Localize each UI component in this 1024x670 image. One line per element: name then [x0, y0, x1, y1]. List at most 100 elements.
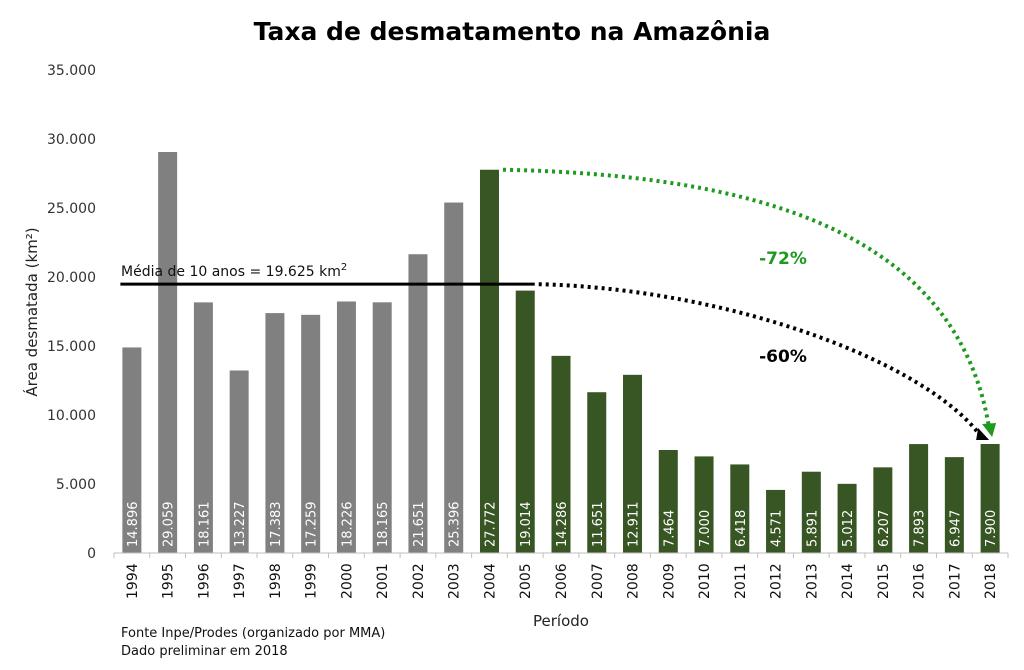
data-label: 18.161	[197, 502, 212, 548]
bar-2012	[766, 489, 786, 553]
x-tick-label: 2002	[411, 563, 427, 599]
y-tick-label: 20.000	[47, 270, 96, 286]
y-ticks: 0 5.000 10.000 15.000 20.000 25.000 30.000 35.0…	[47, 63, 96, 562]
bar-2003	[444, 202, 464, 553]
data-label: 18.165	[376, 502, 391, 548]
chart-title: Taxa de desmatamento na Amazônia	[254, 17, 771, 46]
y-tick-label: 15.000	[47, 339, 96, 355]
bar-2007	[587, 392, 607, 553]
green-arrow-curve	[502, 167, 993, 435]
bar-2016	[909, 444, 929, 553]
black-arrowhead-icon	[976, 427, 990, 440]
data-label: 7.900	[984, 510, 999, 547]
x-tick-label: 2001	[375, 563, 391, 599]
green-arrowhead-icon	[982, 422, 997, 437]
y-tick-label: 0	[87, 546, 96, 562]
data-label: 6.947	[948, 510, 963, 547]
data-label: 6.418	[734, 510, 749, 547]
data-label: 17.383	[269, 502, 284, 548]
x-tick-label: 2018	[983, 563, 999, 599]
annotations: -72% -60%	[502, 167, 997, 440]
x-tick-label: 2006	[554, 563, 570, 599]
x-tick-label: 2017	[947, 563, 963, 599]
bar-2010	[694, 456, 714, 553]
bar-2013	[801, 471, 821, 553]
bar-2009	[658, 449, 678, 553]
x-tick-label: 2003	[447, 563, 463, 599]
x-axis-label: Período	[533, 612, 589, 630]
x-tick-label: 2010	[697, 563, 713, 599]
x-tick-label: 2014	[840, 563, 856, 599]
data-label: 14.896	[126, 502, 141, 548]
x-tick-label: 2005	[518, 563, 534, 599]
y-tick-label: 30.000	[47, 132, 96, 148]
data-label: 14.286	[555, 502, 570, 548]
bar-2002	[408, 254, 428, 554]
bar-2017	[944, 457, 964, 553]
bar-2011	[730, 464, 750, 553]
x-tick-label: 2008	[626, 563, 642, 599]
bar-2008	[623, 374, 643, 553]
x-tick-label: 1995	[161, 563, 177, 599]
data-label: 19.014	[519, 502, 534, 548]
mean-line-label-text: Média de 10 anos = 19.625 km	[121, 264, 341, 280]
bar-2005	[515, 290, 535, 553]
bar-2004	[479, 169, 499, 553]
y-tick-label: 5.000	[56, 477, 96, 493]
data-label: 27.772	[483, 502, 498, 548]
source-note: Fonte Inpe/Prodes (organizado por MMA)	[121, 626, 385, 641]
data-label: 7.000	[698, 510, 713, 547]
data-label: 18.226	[340, 502, 355, 548]
y-axis-label: Área desmatada (km²)	[22, 227, 41, 396]
mean-line-group: Média de 10 anos = 19.625 km2	[120, 262, 535, 286]
x-tick-label: 1999	[304, 563, 320, 599]
bar-2018	[980, 443, 1000, 553]
data-label: 5.012	[841, 510, 856, 547]
data-label: 11.651	[591, 502, 606, 548]
bar-2001	[372, 302, 392, 553]
data-label: 7.464	[662, 510, 677, 547]
x-tick-label: 1994	[125, 563, 141, 599]
data-label: 29.059	[162, 502, 177, 548]
x-tick-label: 2007	[590, 563, 606, 599]
bar-1997	[229, 370, 249, 553]
x-tick-label: 2013	[804, 563, 820, 599]
data-label: 21.651	[412, 502, 427, 548]
preliminary-note: Dado preliminar em 2018	[121, 644, 288, 659]
bar-1995	[158, 151, 178, 554]
x-tick-label: 2012	[769, 563, 785, 599]
bar-2000	[336, 301, 356, 553]
bar-2015	[873, 467, 893, 553]
annotation-72: -72%	[759, 249, 807, 269]
bar-1998	[265, 313, 285, 553]
x-tick-label: 2000	[339, 563, 355, 599]
x-tick-label: 1998	[268, 563, 284, 599]
data-label: 12.911	[627, 502, 642, 548]
mean-line-label: Média de 10 anos = 19.625 km2	[121, 262, 347, 280]
x-tick-label: 2015	[876, 563, 892, 599]
y-tick-label: 10.000	[47, 408, 96, 424]
annotation-60: -60%	[759, 347, 807, 367]
x-tick-label: 2009	[661, 563, 677, 599]
x-tick-label: 2011	[733, 563, 749, 599]
black-arrow-curve	[538, 282, 984, 440]
data-label: 7.893	[913, 510, 928, 547]
x-tick-label: 2004	[482, 563, 498, 599]
bar-1996	[193, 302, 213, 553]
data-label: 6.207	[877, 510, 892, 547]
x-axis: 1994 1995 1996 1997 1998 1999 2000 2001 2002 2003…	[113, 552, 1009, 599]
bar-1999	[301, 314, 321, 553]
data-label: 4.571	[770, 510, 785, 547]
data-label: 25.396	[448, 502, 463, 548]
bar-1994	[122, 347, 142, 553]
x-tick-label: 1996	[196, 563, 212, 599]
data-label: 13.227	[233, 502, 248, 548]
bars: 14.896 29.059 18.161 13.227 17.383 17.259 18.2…	[122, 151, 1000, 554]
x-tick-label: 1997	[232, 563, 248, 599]
bar-2006	[551, 355, 571, 553]
data-label: 5.891	[805, 510, 820, 547]
y-tick-label: 25.000	[47, 201, 96, 217]
data-label: 17.259	[305, 502, 320, 548]
y-tick-label: 35.000	[47, 63, 96, 79]
